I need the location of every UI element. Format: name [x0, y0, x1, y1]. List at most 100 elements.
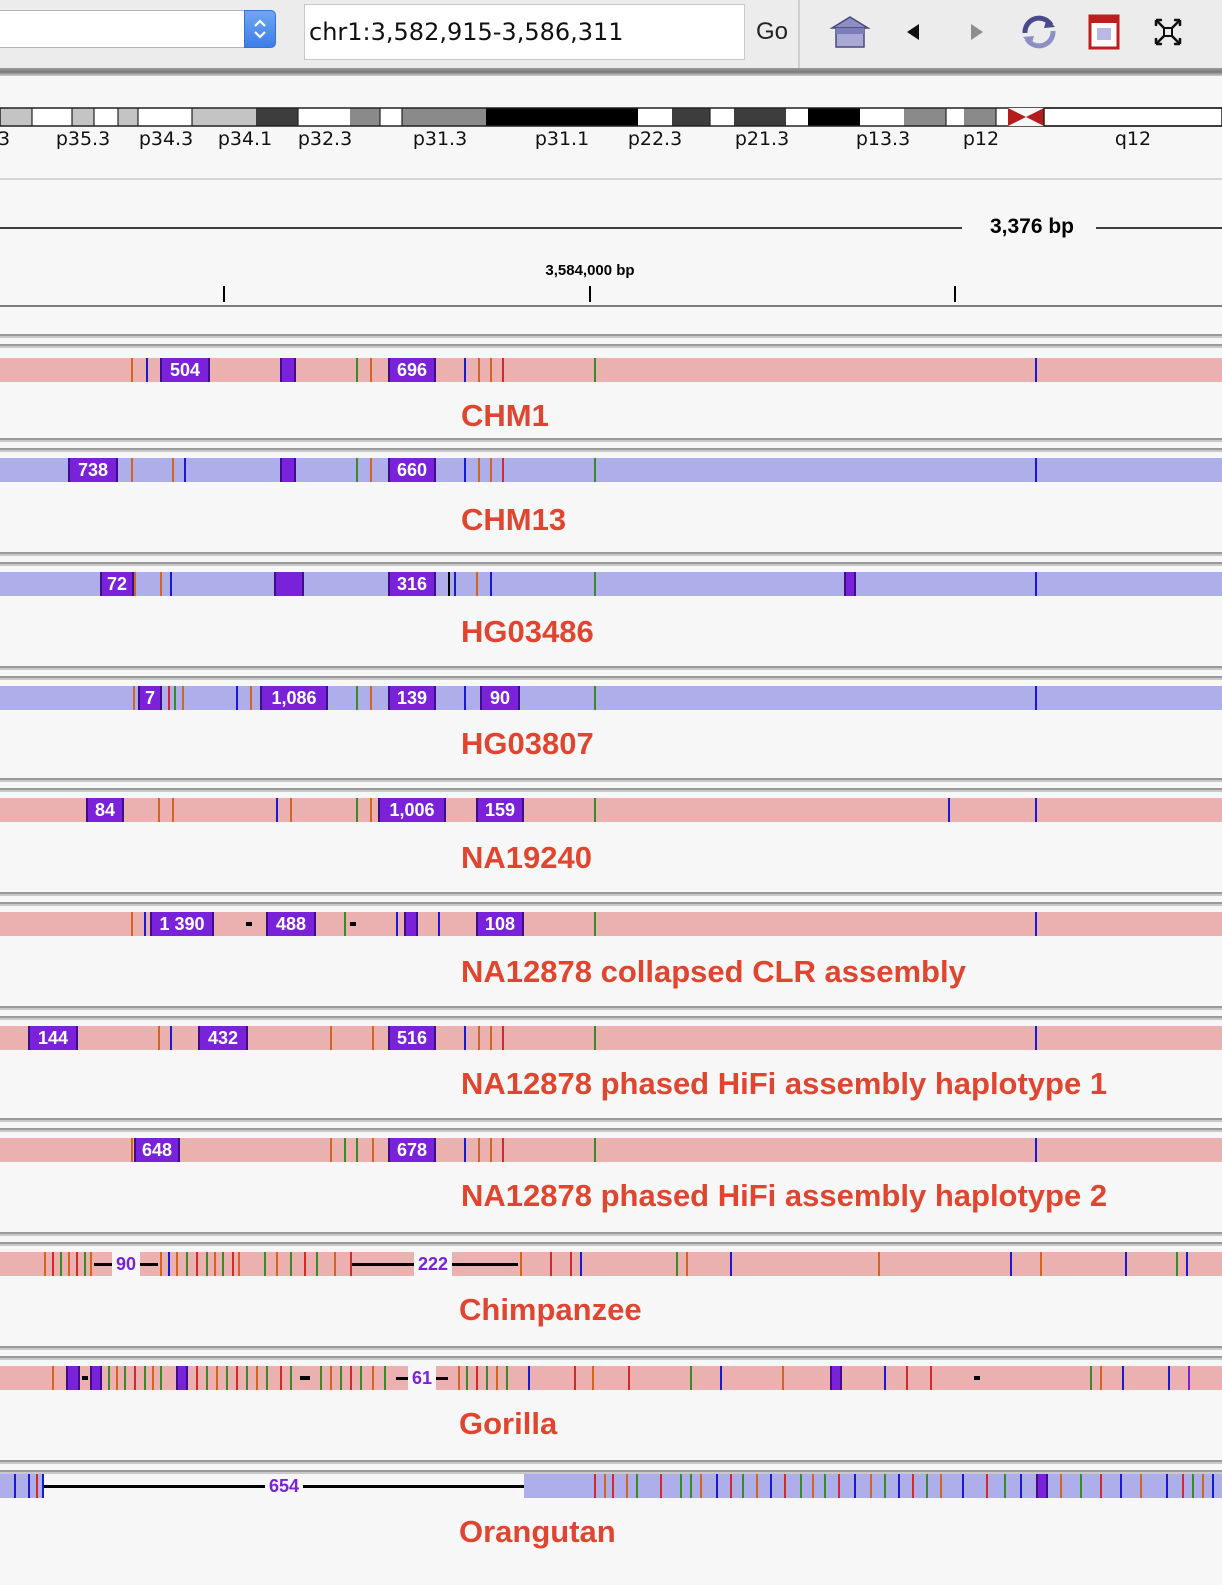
insertion-label[interactable]: 159: [476, 798, 524, 822]
mismatch-mark: [730, 1252, 732, 1276]
alignment-bar[interactable]: 738 660: [0, 458, 1222, 482]
track-chm13[interactable]: 738 660 CHM13: [0, 438, 1222, 550]
insertion-label[interactable]: 432: [198, 1026, 248, 1050]
insertion-mark[interactable]: [280, 358, 296, 382]
mismatch-mark: [68, 1252, 70, 1276]
mismatch-mark: [490, 572, 492, 596]
alignment-bar[interactable]: 90 222: [0, 1252, 1222, 1276]
insertion-label[interactable]: 504: [160, 358, 210, 382]
insertion-label[interactable]: 1,006: [378, 798, 446, 822]
track-hg03807[interactable]: 7 1,086 139 90 HG03807: [0, 664, 1222, 776]
deletion-length-label: 222: [413, 1252, 453, 1276]
refresh-icon[interactable]: [1016, 12, 1062, 52]
alignment-bar[interactable]: 84 1,006 159: [0, 798, 1222, 822]
insertion-mark[interactable]: [90, 1366, 102, 1390]
genome-select[interactable]: [0, 10, 244, 48]
fit-to-window-icon[interactable]: [1150, 12, 1186, 52]
track-na12878-collapsed[interactable]: 1 390 488 108 NA12878 collapsed CLR asse…: [0, 890, 1222, 1004]
alignment-bar[interactable]: 504 696: [0, 358, 1222, 382]
mismatch-mark: [304, 1252, 306, 1276]
back-arrow-icon[interactable]: [898, 12, 928, 52]
forward-arrow-icon[interactable]: [962, 12, 992, 52]
deletion-length-label: 90: [111, 1252, 141, 1276]
insertion-label[interactable]: 1 390: [150, 912, 214, 936]
mismatch-mark: [458, 1366, 460, 1390]
insertion-label[interactable]: 738: [68, 458, 118, 482]
track-chimpanzee[interactable]: 90 222: [0, 1230, 1222, 1344]
insertion-mark[interactable]: [274, 572, 304, 596]
track-name: Gorilla: [459, 1406, 558, 1441]
mismatch-mark: [186, 1252, 188, 1276]
region-of-interest-icon[interactable]: [1086, 12, 1122, 52]
track-name: NA12878 phased HiFi assembly haplotype 2: [461, 1178, 1108, 1213]
mismatch-mark: [720, 1366, 722, 1390]
track-gorilla[interactable]: 61 Gorilla: [0, 1344, 1222, 1458]
track-chm1[interactable]: 504 696 CHM1: [0, 326, 1222, 438]
mismatch-mark: [464, 458, 466, 482]
mismatch-mark: [502, 458, 504, 482]
insertion-label[interactable]: 72: [100, 572, 134, 596]
mismatch-mark: [356, 458, 358, 482]
track-separator: [0, 1232, 1222, 1236]
insertion-label[interactable]: 7: [138, 686, 162, 710]
mismatch-mark: [464, 358, 466, 382]
go-button[interactable]: Go: [755, 18, 788, 45]
mismatch-mark: [1035, 1026, 1037, 1050]
alignment-bar[interactable]: 72 316: [0, 572, 1222, 596]
insertion-label[interactable]: 316: [388, 572, 436, 596]
mismatch-mark: [948, 798, 950, 822]
track-separator: [0, 778, 1222, 782]
home-icon[interactable]: [828, 12, 872, 52]
insertion-label[interactable]: 84: [86, 798, 124, 822]
insertion-mark[interactable]: [176, 1366, 188, 1390]
track-separator: [0, 788, 1222, 792]
insertion-label[interactable]: 678: [388, 1138, 436, 1162]
track-na12878-hap1[interactable]: 144 432 516 NA12878 phased HiFi assembly…: [0, 1004, 1222, 1116]
alignment-bar[interactable]: 61: [0, 1366, 1222, 1390]
mismatch-mark: [256, 1366, 258, 1390]
mismatch-mark: [700, 1474, 702, 1498]
insertion-label[interactable]: 1,086: [260, 686, 328, 710]
insertion-label[interactable]: 90: [480, 686, 520, 710]
chromosome-ideogram[interactable]: 3 p35.3 p34.3 p34.1 p32.3 p31.3 p31.1 p2…: [0, 76, 1222, 180]
alignment-bar[interactable]: 648 678: [0, 1138, 1222, 1162]
insertion-label[interactable]: 108: [476, 912, 524, 936]
locus-input[interactable]: [304, 4, 745, 60]
mismatch-mark: [502, 358, 504, 382]
insertion-mark[interactable]: [844, 572, 856, 596]
insertion-label[interactable]: 144: [28, 1026, 78, 1050]
mismatch-mark: [464, 1138, 466, 1162]
mismatch-mark: [594, 572, 596, 596]
alignment-bar[interactable]: 144 432 516: [0, 1026, 1222, 1050]
mismatch-mark: [490, 1138, 492, 1162]
insertion-mark[interactable]: [1036, 1474, 1048, 1498]
alignment-bar[interactable]: 7 1,086 139 90: [0, 686, 1222, 710]
insertion-label[interactable]: 139: [388, 686, 436, 710]
track-na12878-hap2[interactable]: 648 678 NA12878 phased HiFi assembly hap…: [0, 1116, 1222, 1230]
insertion-label[interactable]: 696: [388, 358, 436, 382]
alignment-bar[interactable]: 654: [0, 1474, 1222, 1498]
ruler[interactable]: [0, 180, 1222, 320]
insertion-mark[interactable]: [66, 1366, 80, 1390]
mismatch-mark: [131, 912, 133, 936]
select-arrows-icon[interactable]: [244, 10, 276, 48]
mismatch-mark: [898, 1474, 900, 1498]
track-orangutan[interactable]: 654: [0, 1458, 1222, 1585]
mismatch-mark: [1192, 1474, 1194, 1498]
insertion-label[interactable]: 488: [266, 912, 316, 936]
track-na19240[interactable]: 84 1,006 159 NA19240: [0, 776, 1222, 890]
band-label: p22.3: [627, 128, 683, 150]
mismatch-mark: [1035, 912, 1037, 936]
insertion-mark[interactable]: [404, 912, 418, 936]
mismatch-mark: [232, 1252, 234, 1276]
insertion-mark[interactable]: [280, 458, 296, 482]
insertion-label[interactable]: 660: [388, 458, 436, 482]
insertion-label[interactable]: 516: [388, 1026, 436, 1050]
ideogram-bands[interactable]: [0, 76, 1222, 136]
mismatch-mark: [1168, 1366, 1170, 1390]
mismatch-mark: [1090, 1366, 1092, 1390]
track-hg03486[interactable]: 72 316 HG03486: [0, 550, 1222, 664]
insertion-label[interactable]: 648: [134, 1138, 180, 1162]
insertion-mark[interactable]: [830, 1366, 842, 1390]
alignment-bar[interactable]: 1 390 488 108: [0, 912, 1222, 936]
